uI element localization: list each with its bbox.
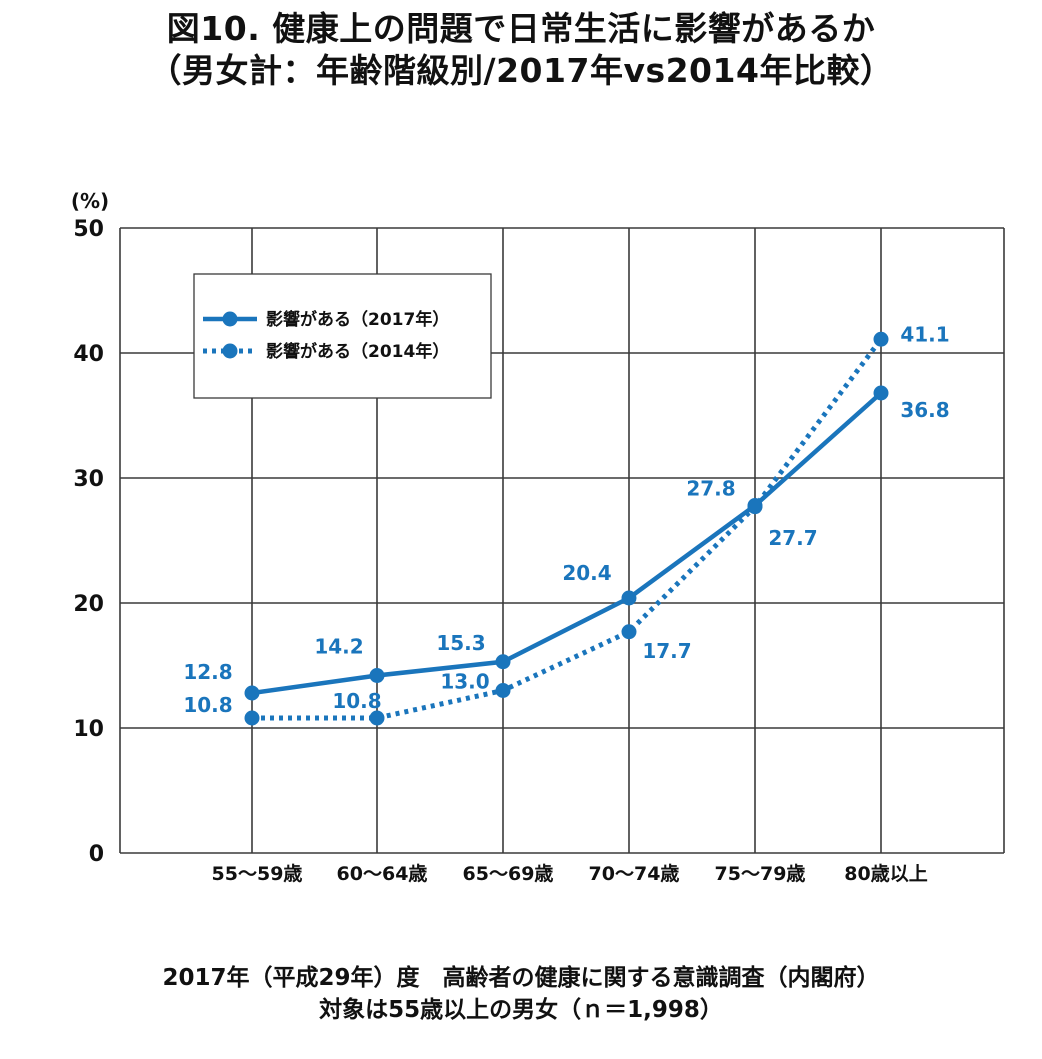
data-point [621, 624, 637, 640]
y-tick-label: 20 [73, 592, 104, 617]
source-line2: 対象は55歳以上の男女（ｎ＝1,998） [319, 997, 723, 1023]
x-tick-labels: 55～59歳 60～64歳 65～69歳 70～74歳 75～79歳 80歳以上 [212, 863, 928, 885]
x-tick-label: 60～64歳 [337, 863, 428, 885]
x-tick-label: 55～59歳 [212, 863, 303, 885]
y-tick-labels: 0 10 20 30 40 50 [73, 217, 104, 867]
chart-title-line2: （男女計：年齢階級別/2017年vs2014年比較） [148, 51, 894, 90]
data-point [244, 710, 260, 726]
data-point [873, 385, 889, 401]
data-point [495, 683, 511, 698]
source-line1: 2017年（平成29年）度 高齢者の健康に関する意識調査（内閣府） [162, 965, 880, 991]
data-label: 13.0 [440, 670, 489, 694]
data-label: 12.8 [183, 660, 232, 684]
data-point [369, 668, 385, 683]
legend-label-0: 影響がある（2017年） [266, 309, 449, 330]
x-tick-label: 75～79歳 [715, 863, 806, 885]
series-line-0 [251, 391, 883, 696]
data-labels: 12.8 14.2 15.3 20.4 27.8 36.8 10.8 10.8 13.0 17.7… [183, 322, 949, 717]
legend-marker-1 [222, 343, 238, 359]
data-label: 15.3 [436, 631, 485, 655]
x-tick-label: 80歳以上 [844, 863, 927, 885]
legend-label-1: 影響がある（2014年） [266, 341, 449, 362]
chart-title-line1: 図10. 健康上の問題で日常生活に影響があるか [166, 9, 876, 48]
chart-title: 図10. 健康上の問題で日常生活に影響があるか （男女計：年齢階級別/2017年… [0, 8, 1042, 92]
data-label: 27.7 [768, 526, 817, 550]
data-point [747, 499, 763, 515]
data-label: 27.8 [686, 477, 735, 501]
y-unit-label: (%) [71, 189, 109, 213]
data-label: 10.8 [183, 693, 232, 717]
data-label: 17.7 [642, 639, 691, 663]
data-label: 41.1 [900, 322, 949, 346]
series-layer [244, 331, 889, 726]
data-point [495, 654, 511, 670]
x-tick-label: 65～69歳 [463, 863, 554, 885]
x-tick-label: 70～74歳 [589, 863, 680, 885]
y-tick-label: 10 [73, 717, 104, 742]
source-note: 2017年（平成29年）度 高齢者の健康に関する意識調査（内閣府） 対象は55歳… [0, 962, 1042, 1026]
series-line-1 [252, 337, 883, 721]
y-tick-label: 30 [73, 467, 104, 492]
legend-marker-0 [222, 311, 238, 327]
legend-box [193, 273, 492, 399]
data-point [369, 710, 385, 726]
data-point [873, 331, 889, 347]
y-tick-label: 50 [73, 217, 104, 242]
y-tick-label: 40 [73, 342, 104, 367]
legend: 影響がある（2017年） 影響がある（2014年） [193, 273, 492, 399]
data-label: 14.2 [314, 635, 363, 659]
data-point [244, 685, 260, 701]
data-label: 20.4 [562, 561, 611, 585]
data-point [621, 590, 637, 606]
data-label: 10.8 [332, 689, 381, 713]
y-tick-label: 0 [89, 842, 104, 867]
data-label: 36.8 [900, 398, 949, 422]
